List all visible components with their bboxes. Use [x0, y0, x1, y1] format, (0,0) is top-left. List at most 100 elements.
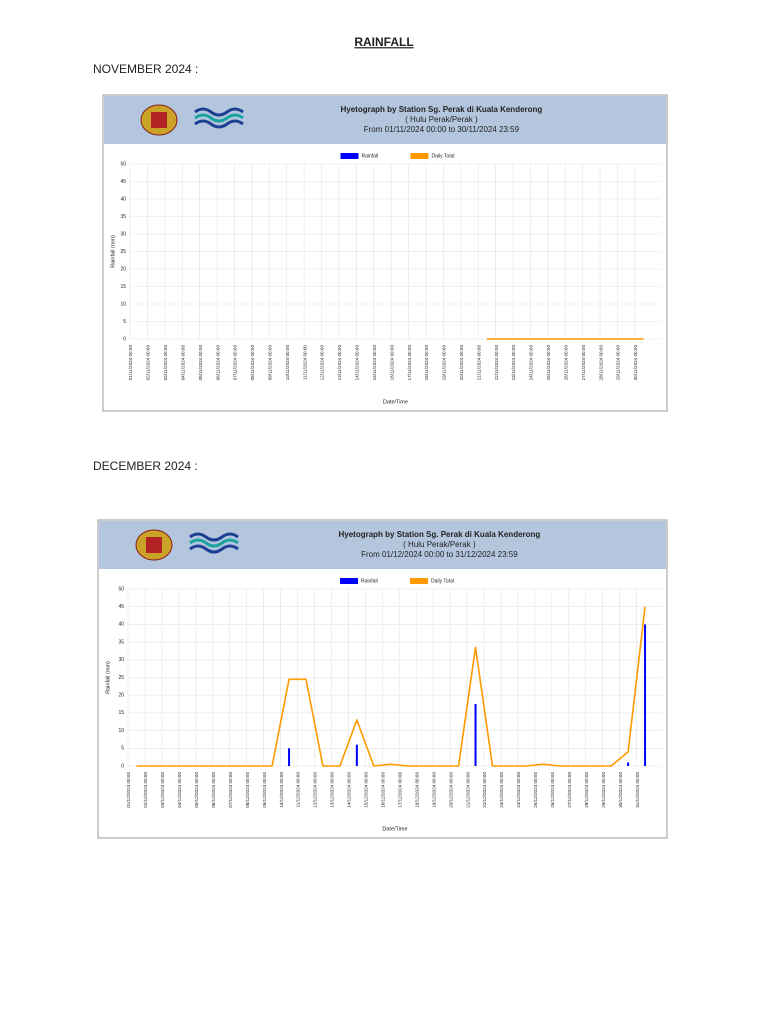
- logo-waves: [189, 532, 239, 542]
- x-tick-label: 19/11/2024 00:00: [442, 345, 447, 381]
- y-tick-label: 20: [120, 266, 126, 272]
- y-tick-label: 40: [118, 622, 124, 628]
- x-tick-label: 31/12/2024 00:00: [635, 772, 640, 808]
- y-tick-label: 25: [118, 675, 124, 681]
- chart-period: From 01/12/2024 00:00 to 31/12/2024 23:5…: [361, 550, 518, 559]
- x-tick-label: 22/11/2024 00:00: [494, 345, 499, 381]
- x-tick-label: 30/11/2024 00:00: [633, 345, 638, 381]
- chart-frame: [102, 94, 668, 412]
- y-tick-label: 50: [118, 586, 124, 592]
- x-tick-label: 12/11/2024 00:00: [320, 345, 325, 381]
- x-tick-label: 01/11/2024 00:00: [128, 345, 133, 381]
- x-tick-label: 13/12/2024 00:00: [330, 772, 335, 808]
- x-tick-label: 08/11/2024 00:00: [250, 345, 255, 381]
- y-tick-label: 25: [120, 249, 126, 255]
- legend-label: Daily Total: [432, 153, 455, 159]
- y-tick-label: 45: [120, 179, 126, 185]
- chart-title: Hyetograph by Station Sg. Perak di Kuala…: [340, 105, 542, 114]
- x-tick-label: 02/11/2024 00:00: [146, 345, 151, 381]
- y-tick-label: 40: [120, 196, 126, 202]
- x-tick-label: 30/12/2024 00:00: [618, 772, 623, 808]
- x-tick-label: 16/11/2024 00:00: [389, 345, 394, 381]
- x-tick-label: 05/12/2024 00:00: [194, 772, 199, 808]
- logo-waves: [194, 113, 244, 123]
- daily-total-line: [136, 606, 646, 767]
- rain-bar: [644, 624, 647, 766]
- legend-swatch: [340, 578, 358, 584]
- section-label: DECEMBER 2024 :: [93, 459, 198, 473]
- y-tick-label: 35: [120, 214, 126, 220]
- x-tick-label: 29/11/2024 00:00: [616, 345, 621, 381]
- chart-title: Hyetograph by Station Sg. Perak di Kuala…: [338, 530, 540, 539]
- x-tick-label: 18/12/2024 00:00: [414, 772, 419, 808]
- legend-swatch: [340, 153, 359, 159]
- chart-header: [104, 96, 666, 144]
- y-tick-label: 10: [118, 728, 124, 734]
- x-tick-label: 26/11/2024 00:00: [563, 345, 568, 381]
- x-tick-label: 28/12/2024 00:00: [584, 772, 589, 808]
- y-tick-label: 45: [118, 604, 124, 610]
- x-tick-label: 23/12/2024 00:00: [499, 772, 504, 808]
- x-tick-label: 09/12/2024 00:00: [262, 772, 267, 808]
- section-label: NOVEMBER 2024 :: [93, 62, 198, 76]
- y-tick-label: 5: [121, 746, 124, 752]
- y-tick-label: 10: [120, 301, 126, 307]
- legend-swatch: [410, 578, 428, 584]
- x-tick-label: 15/11/2024 00:00: [372, 345, 377, 381]
- x-axis-label: Date/Time: [382, 826, 407, 832]
- x-tick-label: 24/12/2024 00:00: [516, 772, 521, 808]
- x-tick-label: 16/12/2024 00:00: [381, 772, 386, 808]
- x-tick-label: 07/11/2024 00:00: [233, 345, 238, 381]
- x-tick-label: 09/11/2024 00:00: [267, 345, 272, 381]
- x-tick-label: 01/12/2024 00:00: [126, 772, 131, 808]
- y-tick-label: 30: [120, 231, 126, 237]
- x-tick-label: 27/12/2024 00:00: [567, 772, 572, 808]
- chart-subtitle: ( Hulu Perak/Perak ): [405, 115, 478, 124]
- logo-waves: [194, 107, 244, 117]
- x-tick-label: 25/11/2024 00:00: [546, 345, 551, 381]
- logo-waves: [194, 119, 244, 129]
- y-tick-label: 50: [120, 161, 126, 167]
- logo-waves: [189, 538, 239, 548]
- x-tick-label: 07/12/2024 00:00: [228, 772, 233, 808]
- x-tick-label: 29/12/2024 00:00: [601, 772, 606, 808]
- chart-period: From 01/11/2024 00:00 to 30/11/2024 23:5…: [364, 125, 520, 134]
- y-tick-label: 0: [123, 336, 126, 342]
- x-tick-label: 06/11/2024 00:00: [215, 345, 220, 381]
- x-tick-label: 27/11/2024 00:00: [581, 345, 586, 381]
- y-axis-label: Rainfall (mm): [105, 661, 111, 694]
- y-axis-label: Rainfall (mm): [110, 235, 116, 268]
- x-tick-label: 03/11/2024 00:00: [163, 345, 168, 381]
- x-tick-label: 13/11/2024 00:00: [337, 345, 342, 381]
- y-tick-label: 35: [118, 639, 124, 645]
- x-tick-label: 10/12/2024 00:00: [279, 772, 284, 808]
- y-tick-label: 15: [118, 710, 124, 716]
- x-axis-label: Date/Time: [383, 399, 408, 405]
- x-tick-label: 08/12/2024 00:00: [245, 772, 250, 808]
- x-tick-label: 20/11/2024 00:00: [459, 345, 464, 381]
- x-tick-label: 22/12/2024 00:00: [482, 772, 487, 808]
- legend-label: Daily Total: [431, 578, 454, 584]
- x-tick-label: 25/12/2024 00:00: [533, 772, 538, 808]
- rain-bar: [474, 704, 477, 766]
- x-tick-label: 11/11/2024 00:00: [302, 345, 307, 381]
- x-tick-label: 05/11/2024 00:00: [198, 345, 203, 381]
- x-tick-label: 21/12/2024 00:00: [465, 772, 470, 808]
- logo-waves: [189, 544, 239, 554]
- x-tick-label: 06/12/2024 00:00: [211, 772, 216, 808]
- x-tick-label: 23/11/2024 00:00: [511, 345, 516, 381]
- x-tick-label: 19/12/2024 00:00: [431, 772, 436, 808]
- x-tick-label: 14/12/2024 00:00: [347, 772, 352, 808]
- x-tick-label: 04/12/2024 00:00: [177, 772, 182, 808]
- x-tick-label: 28/11/2024 00:00: [598, 345, 603, 381]
- y-tick-label: 30: [118, 657, 124, 663]
- x-tick-label: 26/12/2024 00:00: [550, 772, 555, 808]
- legend-label: Rainfall: [361, 578, 378, 584]
- logo-crest: [151, 112, 167, 128]
- doc-title: RAINFALL: [354, 35, 413, 49]
- x-tick-label: 03/12/2024 00:00: [160, 772, 165, 808]
- x-tick-label: 24/11/2024 00:00: [529, 345, 534, 381]
- x-tick-label: 11/12/2024 00:00: [296, 772, 301, 808]
- x-tick-label: 14/11/2024 00:00: [355, 345, 360, 381]
